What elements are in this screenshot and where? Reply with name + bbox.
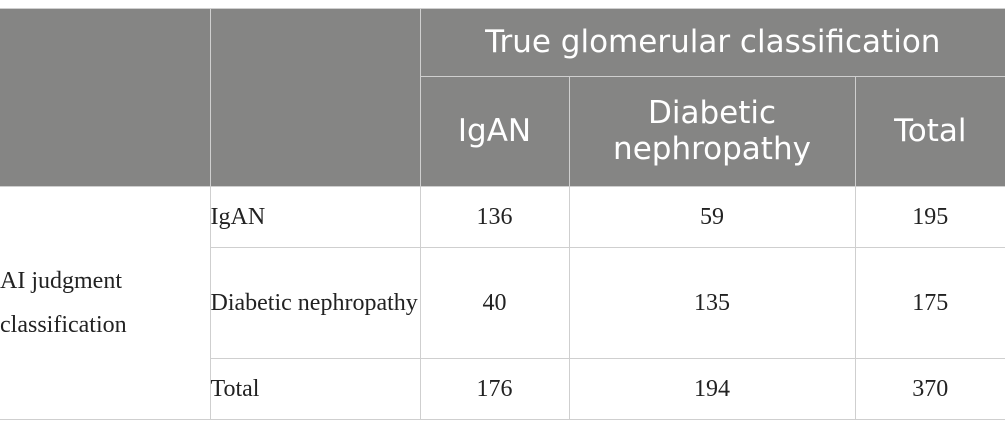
cell-value: 135 [568, 247, 856, 359]
row-label-igan: IgAN [209, 186, 421, 248]
column-header-igan: IgAN [419, 76, 570, 187]
cell-value: 136 [419, 186, 570, 248]
cell-value: 40 [419, 247, 570, 359]
column-header-diabetic-nephropathy: Diabetic nephropathy [568, 76, 856, 187]
table-row: Diabetic nephropathy 40 135 175 [0, 247, 1005, 359]
table-row: AI judgment classification IgAN 136 59 1… [0, 186, 1005, 420]
cell-value: 370 [854, 358, 1005, 420]
column-header-total: Total [854, 76, 1005, 187]
cell-value: 195 [854, 186, 1005, 248]
true-classification-header: True glomerular classification [419, 8, 1005, 77]
row-label-total: Total [209, 358, 421, 420]
header-row-label-cell [209, 8, 421, 187]
row-group-label: AI judgment classification [0, 186, 211, 420]
header-corner-cell [0, 8, 211, 187]
cell-value: 59 [568, 186, 856, 248]
confusion-matrix-table: True glomerular classification IgAN Diab… [0, 8, 1005, 420]
row-label-diabetic-nephropathy: Diabetic nephropathy [209, 247, 421, 359]
cell-value: 175 [854, 247, 1005, 359]
cell-value: 176 [419, 358, 570, 420]
table-row: Total 176 194 370 [0, 358, 1005, 420]
cell-value: 194 [568, 358, 856, 420]
